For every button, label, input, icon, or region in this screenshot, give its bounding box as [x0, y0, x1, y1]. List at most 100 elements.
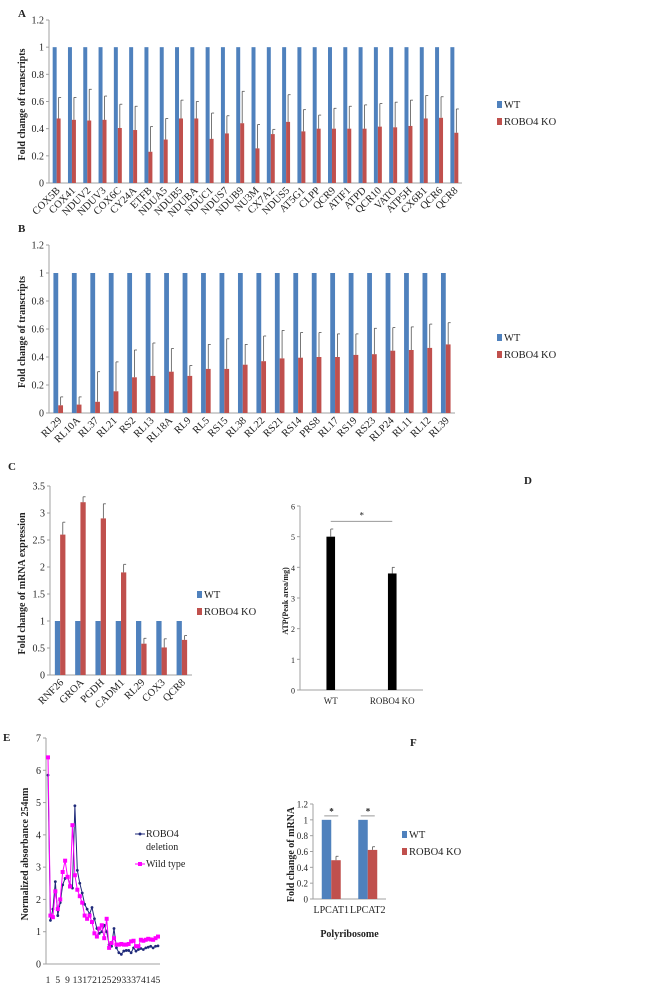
- bar-wt: [236, 47, 241, 183]
- data-point: [85, 907, 89, 911]
- y-tick-label: 0.5: [33, 644, 46, 655]
- y-tick-label: 7: [36, 734, 41, 745]
- bar-robo4-ko: [371, 354, 377, 413]
- bar-wt: [113, 47, 118, 183]
- data-point: [116, 942, 121, 947]
- bar-wt: [256, 273, 262, 413]
- y-tick-label: 4: [291, 564, 295, 573]
- x-tick-label: 29: [112, 976, 122, 986]
- data-point: [131, 938, 136, 943]
- data-point: [109, 941, 114, 946]
- y-tick-label: 0.4: [32, 353, 45, 364]
- y-axis-label: Fold change of transcripts: [17, 276, 28, 388]
- panel-label: F: [410, 737, 417, 749]
- x-tick-label: LPCAT1: [313, 905, 349, 916]
- bar-robo4-ko: [224, 368, 230, 413]
- bar-robo4-ko: [331, 128, 336, 183]
- bar-wt: [175, 47, 180, 183]
- bar-robo4-ko: [76, 404, 82, 413]
- data-point: [97, 926, 102, 931]
- bar-robo4-ko: [95, 401, 100, 413]
- y-tick-label: 1: [40, 617, 45, 628]
- bar-wt: [297, 47, 302, 183]
- bar-robo4-ko: [331, 860, 341, 899]
- bar-wt: [435, 47, 440, 183]
- x-tick-label: RS21: [262, 415, 286, 439]
- y-axis-label: Fold change of mRNA expression: [17, 512, 28, 654]
- bar-robo4-ko: [56, 118, 61, 183]
- panel-d: D 0 1 2 3 4 5 6 ATP(Peak area/mg) WT ROBO4 KO *: [281, 475, 532, 706]
- bar-wt: [129, 47, 134, 183]
- panel-label: D: [524, 475, 532, 487]
- data-point: [146, 945, 150, 949]
- bar-value: [326, 536, 336, 690]
- data-point: [70, 823, 75, 828]
- bar-robo4-ko: [393, 127, 398, 183]
- bar-robo4-ko: [316, 128, 321, 183]
- x-tick-label: LPCAT2: [350, 905, 386, 916]
- data-point: [97, 931, 101, 935]
- bar-robo4-ko: [408, 125, 413, 183]
- y-tick-label: 0.2: [32, 151, 45, 162]
- bar-wt: [127, 273, 133, 413]
- bar-robo4-ko: [423, 118, 428, 183]
- bar-robo4-ko: [205, 368, 211, 413]
- bar-wt: [311, 273, 317, 413]
- data-point: [141, 938, 146, 943]
- x-tick-label: RL21: [95, 415, 120, 440]
- data-point: [92, 931, 97, 936]
- bar-robo4-ko: [335, 357, 340, 413]
- x-tick-label: 13: [73, 976, 83, 986]
- data-point: [136, 944, 141, 949]
- y-tick-label: 4: [36, 830, 41, 841]
- y-tick-label: 3: [36, 863, 41, 874]
- significance-star: *: [360, 510, 365, 520]
- data-point: [78, 881, 82, 885]
- bar-robo4-ko: [194, 118, 199, 183]
- bar-wt: [282, 47, 287, 183]
- bar-robo4-ko: [301, 131, 306, 183]
- bar-robo4-ko: [286, 121, 291, 183]
- legend-marker: [138, 862, 142, 866]
- y-tick-label: 1: [36, 927, 41, 938]
- data-point: [122, 949, 126, 953]
- data-point: [138, 937, 143, 942]
- x-tick-label: ROBO4 KO: [370, 696, 415, 706]
- y-axis-label: ATP(Peak area/mg): [281, 567, 290, 635]
- data-point: [124, 942, 129, 947]
- bar-robo4-ko: [209, 138, 214, 183]
- bar-wt: [83, 47, 88, 183]
- data-point: [151, 937, 156, 942]
- bar-robo4-ko: [279, 358, 285, 413]
- bar-wt: [274, 273, 280, 413]
- legend-swatch: [497, 351, 502, 358]
- y-tick-label: 0.2: [297, 879, 308, 889]
- y-axis-label: Fold change of mRNA: [286, 806, 297, 902]
- bar-robo4-ko: [240, 123, 245, 183]
- x-tick-label: COX3: [141, 677, 168, 704]
- bar-robo4-ko: [298, 357, 303, 413]
- y-tick-label: 5: [36, 798, 41, 809]
- data-point: [48, 913, 53, 918]
- data-point: [148, 937, 153, 942]
- bar-wt: [159, 47, 164, 183]
- legend-swatch: [402, 831, 407, 838]
- x-axis-label: Polyribosome: [320, 929, 379, 940]
- data-point: [119, 941, 124, 946]
- y-tick-label: 0.8: [297, 831, 309, 841]
- significance-star: *: [366, 806, 371, 816]
- data-point: [56, 914, 60, 917]
- data-point: [65, 874, 70, 879]
- bar-robo4-ko: [181, 639, 188, 675]
- data-point: [90, 906, 94, 909]
- data-point: [80, 900, 85, 905]
- x-tick-label: PRS8: [298, 415, 323, 440]
- data-point: [94, 934, 99, 939]
- legend-entry: ROBO4 KO: [504, 117, 557, 128]
- bar-wt: [108, 273, 114, 413]
- x-tick-label: 37: [131, 976, 141, 986]
- bar-robo4-ko: [362, 128, 367, 183]
- legend-entry: WT: [204, 590, 221, 601]
- y-tick-label: 1: [304, 815, 309, 825]
